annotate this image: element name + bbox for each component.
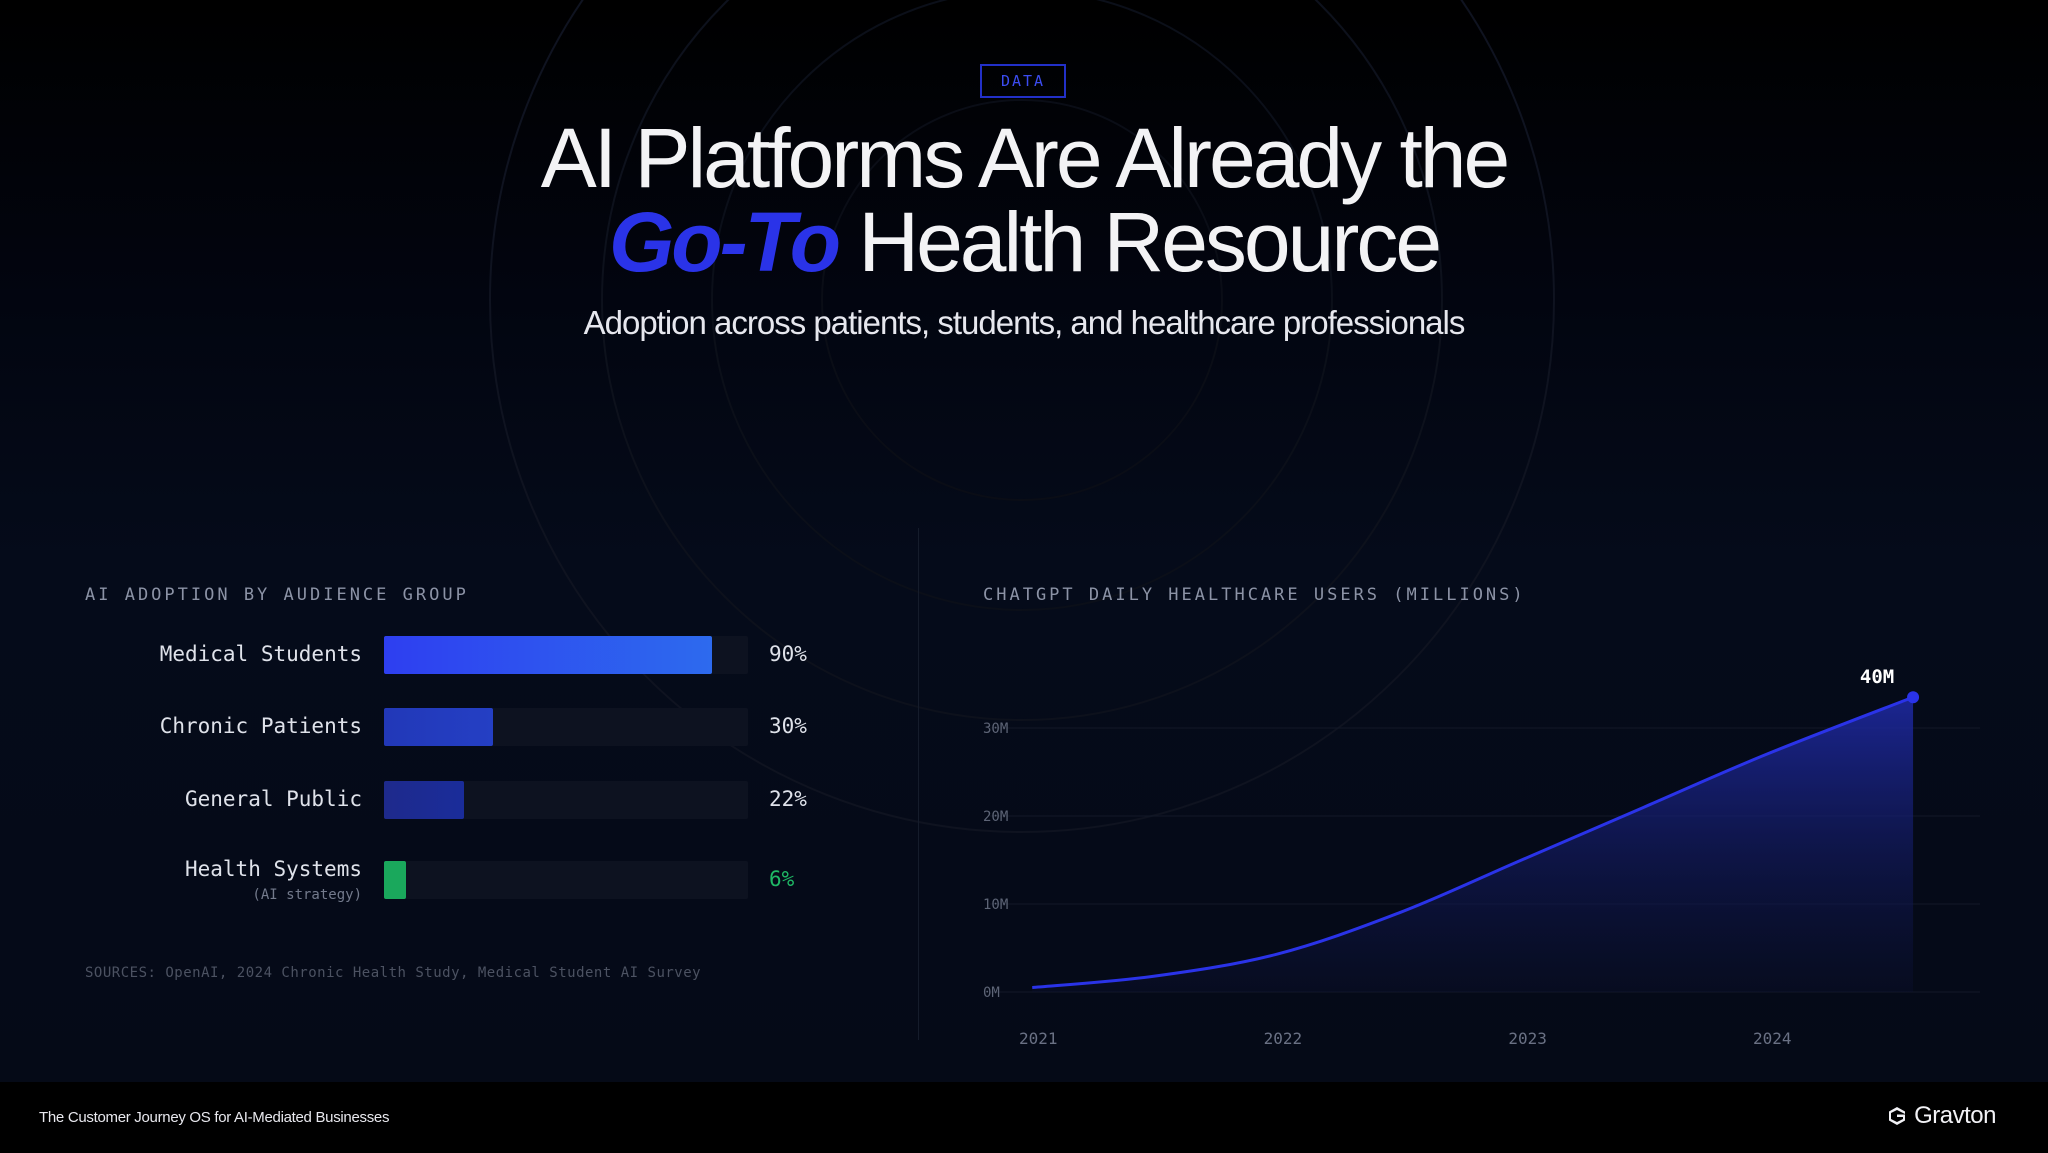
bar-label: Health Systems (184, 857, 362, 881)
daily-users-area-chart: 0M 10M 20M 30M 40M 2021 2022 2023 2024 (983, 666, 1980, 1048)
brand[interactable]: Gravton (1886, 1102, 1996, 1130)
y-tick-label: 0M (983, 985, 1000, 1001)
x-tick-label: 2023 (1508, 1029, 1547, 1048)
bar-track (384, 781, 748, 819)
y-tick-label: 20M (983, 809, 1008, 825)
bar-value-label: 30% (769, 714, 807, 738)
x-tick-label: 2021 (1019, 1029, 1058, 1048)
bar-value-label: 90% (769, 642, 807, 666)
end-point (1907, 691, 1920, 704)
title-line-1: AI Platforms Are Already the (540, 111, 1510, 205)
title-accent: Go-To (608, 195, 841, 289)
page-subtitle: Adoption across patients, students, and … (583, 304, 1466, 341)
sources-note: SOURCES: OpenAI, 2024 Chronic Health Stu… (85, 965, 702, 981)
bar-label: General Public (184, 787, 362, 811)
bar-label: Chronic Patients (159, 714, 362, 738)
decorative-rings (489, 0, 1555, 833)
y-tick-label: 30M (983, 721, 1008, 737)
bar-sublabel: (AI strategy) (252, 887, 362, 903)
panel-divider (918, 528, 919, 1040)
bar (384, 708, 493, 746)
brand-name: Gravton (1914, 1102, 1996, 1129)
title-line-2-rest: Health Resource (858, 195, 1442, 289)
bar-track (384, 636, 748, 674)
end-value-label: 40M (1860, 666, 1894, 688)
bar (384, 781, 464, 819)
line-chart-label: CHATGPT DAILY HEALTHCARE USERS (MILLIONS… (983, 585, 1526, 605)
footer-tagline: The Customer Journey OS for AI-Mediated … (39, 1109, 390, 1126)
gravton-logo-icon (1889, 1107, 1906, 1125)
footer: The Customer Journey OS for AI-Mediated … (0, 1082, 2048, 1153)
bar (384, 861, 406, 899)
bar-value-label: 22% (769, 787, 807, 811)
x-tick-label: 2022 (1264, 1029, 1303, 1048)
y-tick-label: 10M (983, 897, 1008, 913)
bar-track (384, 708, 748, 746)
bar-track (384, 861, 748, 899)
area-fill (1032, 697, 1914, 992)
bar-label: Medical Students (159, 642, 362, 666)
bar (384, 636, 712, 674)
bar-value-label: 6% (769, 867, 795, 891)
bar-chart-label: AI ADOPTION BY AUDIENCE GROUP (85, 585, 469, 605)
series-line (1032, 695, 1914, 990)
section-tag: DATA (980, 64, 1066, 98)
page-title: AI Platforms Are Already the Go-To Healt… (0, 116, 2048, 284)
title-line-2: Go-To Health Resource (0, 200, 2048, 284)
x-tick-label: 2024 (1753, 1029, 1792, 1048)
